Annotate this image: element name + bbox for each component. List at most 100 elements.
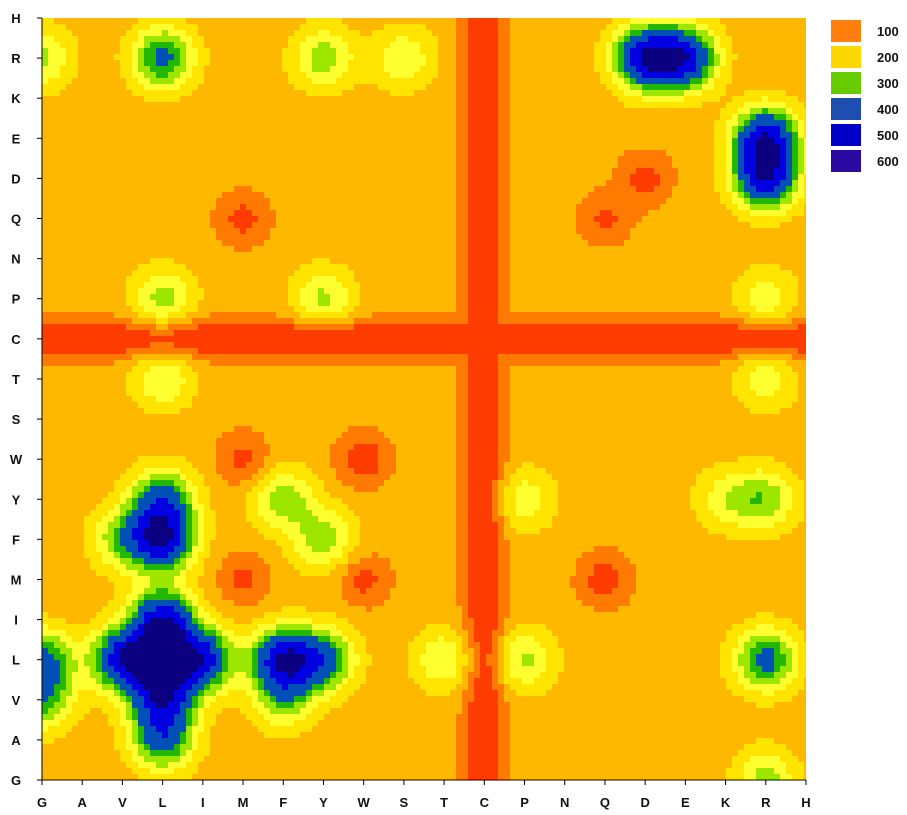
contour-cell [750, 102, 757, 109]
contour-cell [84, 240, 91, 247]
contour-cell [516, 240, 523, 247]
contour-cell [546, 138, 553, 145]
contour-cell [126, 54, 133, 61]
contour-cell [192, 168, 199, 175]
contour-cell [252, 168, 259, 175]
contour-cell [408, 96, 415, 103]
contour-cell [102, 102, 109, 109]
contour-cell [258, 84, 265, 91]
contour-cell [84, 228, 91, 235]
contour-cell [84, 144, 91, 151]
contour-cell [654, 18, 661, 25]
contour-cell [144, 234, 151, 241]
contour-cell [678, 78, 685, 85]
contour-cell [120, 78, 127, 85]
contour-cell [468, 156, 475, 163]
contour-cell [222, 60, 229, 67]
contour-cell [114, 78, 121, 85]
contour-cell [210, 90, 217, 97]
contour-cell [576, 150, 583, 157]
contour-cell [486, 240, 493, 247]
contour-cell [648, 54, 655, 61]
contour-cell [114, 114, 121, 121]
contour-cell [432, 24, 439, 31]
contour-cell [378, 174, 385, 181]
contour-cell [384, 174, 391, 181]
contour-cell [354, 216, 361, 223]
contour-cell [660, 228, 667, 235]
contour-cell [378, 228, 385, 235]
contour-cell [552, 90, 559, 97]
contour-cell [102, 84, 109, 91]
contour-cell [306, 168, 313, 175]
contour-cell [168, 30, 175, 37]
contour-cell [282, 162, 289, 169]
contour-cell [72, 198, 79, 205]
contour-cell [180, 180, 187, 187]
contour-cell [384, 192, 391, 199]
contour-cell [378, 222, 385, 229]
contour-cell [420, 228, 427, 235]
contour-cell [48, 78, 55, 85]
contour-cell [66, 174, 73, 181]
contour-cell [804, 48, 806, 55]
contour-cell [582, 108, 589, 115]
contour-cell [576, 144, 583, 151]
contour-cell [144, 120, 151, 127]
contour-cell [426, 90, 433, 97]
contour-cell [696, 222, 703, 229]
contour-cell [768, 174, 775, 181]
contour-cell [270, 60, 277, 67]
contour-cell [714, 162, 721, 169]
contour-cell [372, 222, 379, 229]
contour-cell [672, 144, 679, 151]
contour-cell [132, 90, 139, 97]
contour-cell [774, 48, 781, 55]
contour-cell [480, 78, 487, 85]
contour-cell [660, 186, 667, 193]
contour-cell [792, 210, 799, 217]
contour-cell [324, 204, 331, 211]
contour-cell [156, 90, 163, 97]
contour-cell [522, 30, 529, 37]
contour-cell [306, 228, 313, 235]
contour-cell [480, 246, 487, 253]
contour-cell [210, 168, 217, 175]
contour-cell [522, 150, 529, 157]
contour-cell [66, 144, 73, 151]
contour-cell [618, 186, 625, 193]
contour-cell [714, 210, 721, 217]
contour-cell [456, 240, 463, 247]
contour-cell [402, 84, 409, 91]
contour-cell [708, 102, 715, 109]
contour-cell [414, 204, 421, 211]
contour-cell [576, 234, 583, 241]
contour-cell [294, 156, 301, 163]
contour-cell [414, 30, 421, 37]
contour-cell [774, 174, 781, 181]
contour-cell [636, 132, 643, 139]
contour-cell [126, 180, 133, 187]
contour-cell [426, 54, 433, 61]
contour-cell [126, 240, 133, 247]
contour-cell [702, 90, 709, 97]
contour-cell [786, 192, 793, 199]
contour-cell [744, 84, 751, 91]
contour-cell [690, 66, 697, 73]
contour-cell [726, 216, 733, 223]
contour-cell [354, 198, 361, 205]
contour-cell [198, 240, 205, 247]
contour-cell [54, 18, 61, 25]
contour-cell [210, 36, 217, 43]
contour-cell [294, 150, 301, 157]
contour-cell [648, 126, 655, 133]
contour-cell [528, 138, 535, 145]
contour-cell [594, 156, 601, 163]
contour-cell [510, 102, 517, 109]
contour-cell [294, 174, 301, 181]
contour-cell [552, 222, 559, 229]
contour-cell [570, 192, 577, 199]
contour-cell [150, 114, 157, 121]
contour-cell [498, 246, 505, 253]
contour-cell [384, 36, 391, 43]
